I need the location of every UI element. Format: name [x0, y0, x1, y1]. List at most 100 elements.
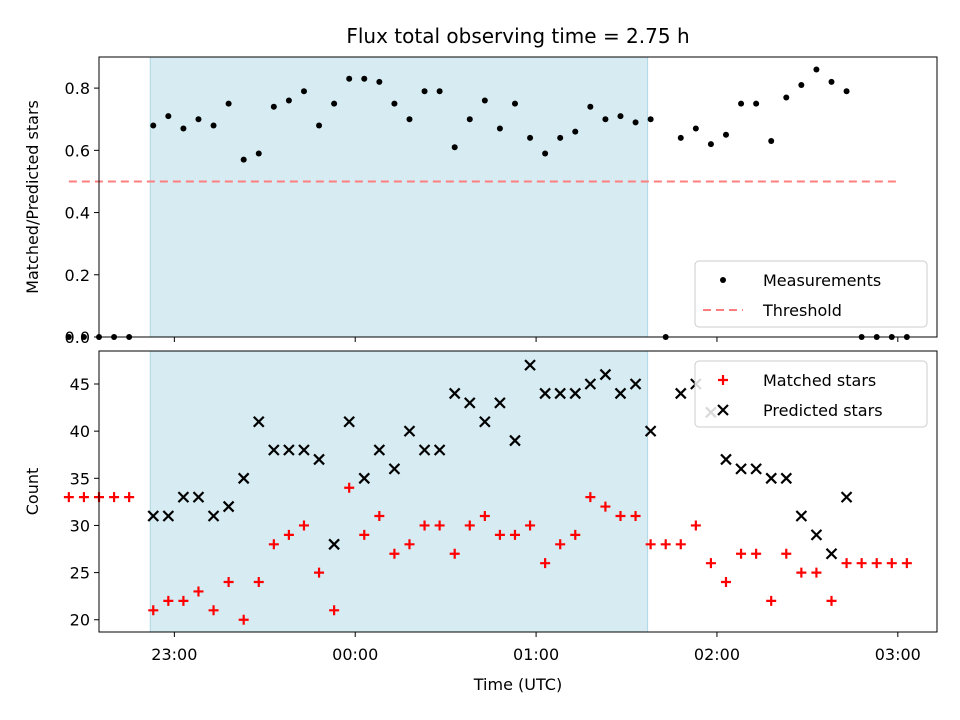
- measurement-point: [511, 100, 518, 107]
- measurement-point: [225, 100, 232, 107]
- measurement-point: [195, 116, 202, 123]
- matched-star-point: [796, 567, 807, 578]
- measurement-point: [65, 334, 72, 340]
- measurement-point: [843, 88, 850, 95]
- measurement-point: [783, 94, 790, 101]
- matched-star-point: [124, 492, 135, 503]
- legend-swatch: [717, 404, 729, 416]
- measurement-point: [255, 150, 262, 157]
- measurement-point: [542, 150, 549, 157]
- matched-star-point: [329, 605, 340, 616]
- predicted-star-point: [192, 491, 205, 503]
- y-tick-label: 0.2: [65, 266, 90, 285]
- matched-star-point: [525, 520, 536, 531]
- matched-star-point: [555, 539, 566, 550]
- legend-label: Measurements: [763, 271, 881, 290]
- y-tick-label: 0.4: [65, 204, 90, 223]
- measurement-point: [180, 125, 187, 132]
- measurement-point: [346, 75, 353, 82]
- predicted-star-point: [629, 378, 642, 390]
- matched-star-point: [404, 539, 415, 550]
- matched-star-point: [208, 605, 219, 616]
- axes-frame-bottom: [98, 350, 938, 633]
- measurement-point: [376, 78, 383, 85]
- panel-count: 20 25 30 35 40 45 23:00 00:00 01:00 02:00 03:00 Co…: [23, 350, 938, 664]
- measurement-point: [722, 131, 729, 138]
- predicted-star-point: [720, 453, 732, 466]
- predicted-star-point: [237, 472, 250, 485]
- matched-star-point: [314, 567, 325, 578]
- matched-star-point: [223, 577, 234, 588]
- predicted-star-point: [735, 463, 747, 475]
- predicted-star-point: [840, 491, 853, 503]
- measurement-point: [632, 119, 639, 126]
- measurement-point: [738, 100, 745, 107]
- predicted-star-point: [810, 529, 823, 541]
- predicted-star-point: [494, 397, 506, 409]
- chart-title: Flux total observing time = 2.75 h: [346, 24, 689, 48]
- predicted-star-point: [554, 387, 566, 400]
- matched-star-point: [78, 492, 89, 503]
- predicted-star-point: [388, 463, 401, 475]
- predicted-star-point: [328, 538, 340, 551]
- matched-star-point: [841, 558, 852, 569]
- matched-star-point: [283, 529, 294, 540]
- legend-swatch: [718, 375, 728, 385]
- matched-star-point: [63, 492, 74, 503]
- series-predicted-stars: [147, 359, 853, 560]
- measurement-point: [451, 144, 458, 151]
- observing-window-shade-bottom: [149, 350, 649, 633]
- x-tick-label: 02:00: [694, 645, 740, 664]
- measurement-point: [361, 75, 368, 82]
- matched-star-point: [268, 539, 279, 550]
- matched-star-point: [298, 520, 309, 531]
- predicted-star-point: [433, 444, 446, 456]
- predicted-star-point: [222, 500, 235, 513]
- measurement-point: [240, 156, 247, 163]
- matched-star-point: [705, 558, 716, 569]
- measurement-point: [828, 78, 835, 85]
- measurement-point: [300, 88, 307, 95]
- predicted-star-point: [674, 387, 687, 400]
- matched-star-point: [389, 548, 400, 559]
- predicted-star-point: [599, 368, 612, 381]
- matched-star-point: [811, 567, 822, 578]
- observing-window-shade-top: [149, 56, 649, 338]
- matched-star-point: [109, 492, 120, 503]
- matched-star-point: [766, 595, 777, 606]
- measurement-point: [436, 88, 443, 95]
- matched-star-point: [419, 520, 430, 531]
- predicted-star-point: [403, 425, 416, 437]
- y-tick-label: 0.0: [65, 328, 90, 347]
- predicted-star-point: [750, 463, 762, 475]
- measurement-point: [496, 125, 503, 132]
- matched-star-point: [479, 511, 490, 522]
- predicted-star-point: [795, 510, 808, 522]
- predicted-star-point: [569, 387, 582, 400]
- measurement-point: [557, 134, 564, 141]
- matched-star-point: [509, 529, 520, 540]
- matched-star-point: [464, 520, 475, 531]
- predicted-star-point: [283, 444, 295, 456]
- predicted-star-point: [463, 397, 476, 409]
- matched-star-point: [600, 501, 611, 512]
- measurement-point: [150, 122, 157, 129]
- measurement-point: [270, 103, 277, 110]
- matched-star-point: [660, 539, 671, 550]
- legend-label: Predicted stars: [763, 401, 883, 420]
- axes-bottom: 20 25 30 35 40 45 23:00 00:00 01:00 02:00 03:00: [70, 375, 921, 664]
- y-axis-label-top: Matched/Predicted stars: [23, 100, 42, 294]
- x-tick-label: 01:00: [513, 645, 559, 664]
- matched-star-point: [645, 539, 656, 550]
- y-tick-label: 45: [70, 375, 90, 394]
- x-tick-label: 00:00: [332, 645, 378, 664]
- matched-star-point: [781, 548, 792, 559]
- predicted-star-point: [448, 387, 461, 400]
- matched-star-point: [615, 511, 626, 522]
- series-matched-stars: [63, 482, 912, 625]
- matched-star-point: [630, 511, 641, 522]
- measurement-point: [466, 116, 473, 123]
- matched-star-point: [856, 558, 867, 569]
- measurement-point: [527, 134, 534, 141]
